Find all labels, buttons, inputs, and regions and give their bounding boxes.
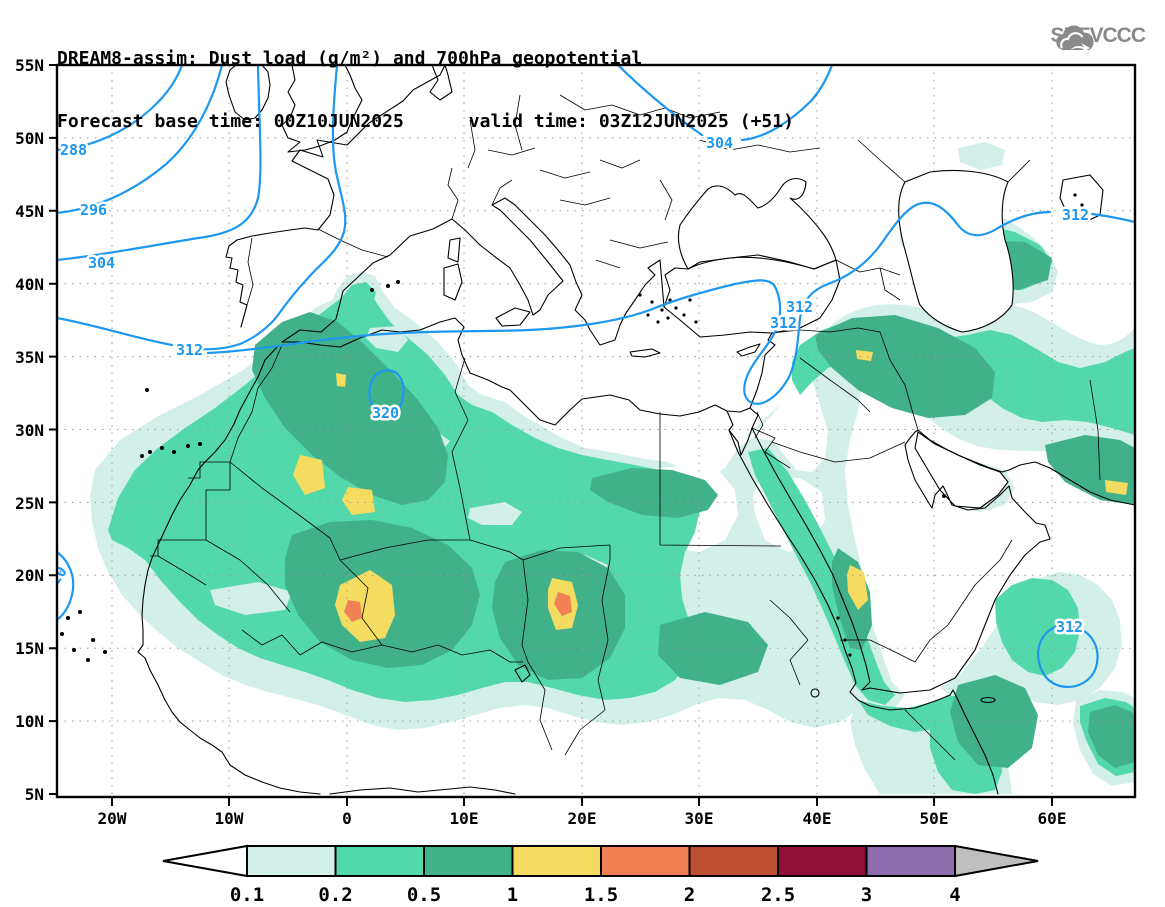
lat-axis: 55N 50N 45N 40N 35N 30N 25N 20N 15N 10N … [15, 56, 44, 804]
lon-tick-label: 50E [920, 809, 949, 828]
cloud-icon [1056, 25, 1095, 53]
contour-label: 296 [80, 201, 107, 219]
colorbar-label: 1 [507, 884, 518, 906]
lat-tick-label: 30N [15, 421, 44, 440]
chart-subtitle: Forecast base time: 00Z10JUN2025 valid t… [57, 111, 794, 132]
colorbar-label: 3 [861, 884, 872, 906]
dust-level-1.5 [344, 592, 572, 622]
lat-tick-label: 35N [15, 348, 44, 367]
contour-label: 304 [706, 134, 733, 152]
lon-axis: 20W 10W 0 10E 20E 30E 40E 50E 60E [98, 809, 1067, 828]
lon-tick-label: 20W [98, 809, 127, 828]
colorbar-segment [865, 845, 956, 877]
colorbar-segment [423, 845, 514, 877]
lat-tick-label: 55N [15, 56, 44, 75]
colorbar-label: 0.2 [318, 884, 352, 906]
contour-label: 320 [40, 563, 70, 596]
colorbar-label: 2.5 [761, 884, 795, 906]
lon-tick-label: 30E [685, 809, 714, 828]
map-frame [49, 63, 1137, 806]
colorbar-label: 0.5 [407, 884, 441, 906]
lon-tick-label: 60E [1038, 809, 1067, 828]
colorbar-label: 2 [684, 884, 695, 906]
lat-tick-label: 5N [25, 785, 44, 804]
colorbar-segment [246, 845, 337, 877]
lon-tick-label: 40E [803, 809, 832, 828]
contour-label: 288 [60, 141, 87, 159]
lat-tick-label: 50N [15, 129, 44, 148]
colorbar-segment [511, 845, 602, 877]
colorbar-labels: 0.1 0.2 0.5 1 1.5 2 2.5 3 4 [230, 884, 961, 906]
caspian-sea [898, 169, 1014, 333]
lon-tick-label: 0 [342, 809, 352, 828]
coastlines [60, 65, 1135, 795]
colorbar-segment [688, 845, 779, 877]
colorbar-segment [777, 845, 868, 877]
aral-sea [1059, 174, 1104, 223]
colorbar-arrow-right [954, 844, 1039, 878]
contour-label: 312 [176, 341, 203, 359]
lat-tick-label: 25N [15, 494, 44, 513]
lat-tick-label: 45N [15, 202, 44, 221]
lon-tick-label: 10W [215, 809, 244, 828]
contour-label: 312 [1056, 618, 1083, 636]
contour-label: 312 [786, 298, 813, 316]
colorbar-arrow-left [162, 844, 248, 878]
contour-label: 312 [1062, 206, 1089, 224]
colorbar-segment [600, 845, 691, 877]
lat-tick-label: 40N [15, 275, 44, 294]
lon-tick-label: 10E [450, 809, 479, 828]
lat-tick-label: 15N [15, 639, 44, 658]
contour-labels: 288 296 304 312 320 304 312 312 312 312 … [40, 132, 1092, 639]
lat-tick-label: 20N [15, 566, 44, 585]
geopotential-contours [57, 65, 1135, 688]
contour-label: 320 [372, 404, 399, 422]
colorbar-segment [334, 845, 425, 877]
chart-title: DREAM8-assim: Dust load (g/m²) and 700hP… [57, 48, 643, 69]
contour-label: 304 [88, 254, 115, 272]
seevccc-logo: SEEVCCC [1050, 24, 1146, 53]
contour-label: 312 [770, 314, 797, 332]
lat-tick-label: 10N [15, 712, 44, 731]
country-borders [150, 94, 1101, 761]
lon-tick-label: 20E [568, 809, 597, 828]
colorbar-label: 4 [949, 884, 960, 906]
chart-titles: DREAM8-assim: Dust load (g/m²) and 700hP… [57, 6, 794, 174]
colorbar-label: 0.1 [230, 884, 264, 906]
colorbar-label: 1.5 [584, 884, 618, 906]
colorbar: 0.1 0.2 0.5 1 1.5 2 2.5 3 4 [162, 844, 1039, 906]
island-dots [60, 193, 1084, 662]
